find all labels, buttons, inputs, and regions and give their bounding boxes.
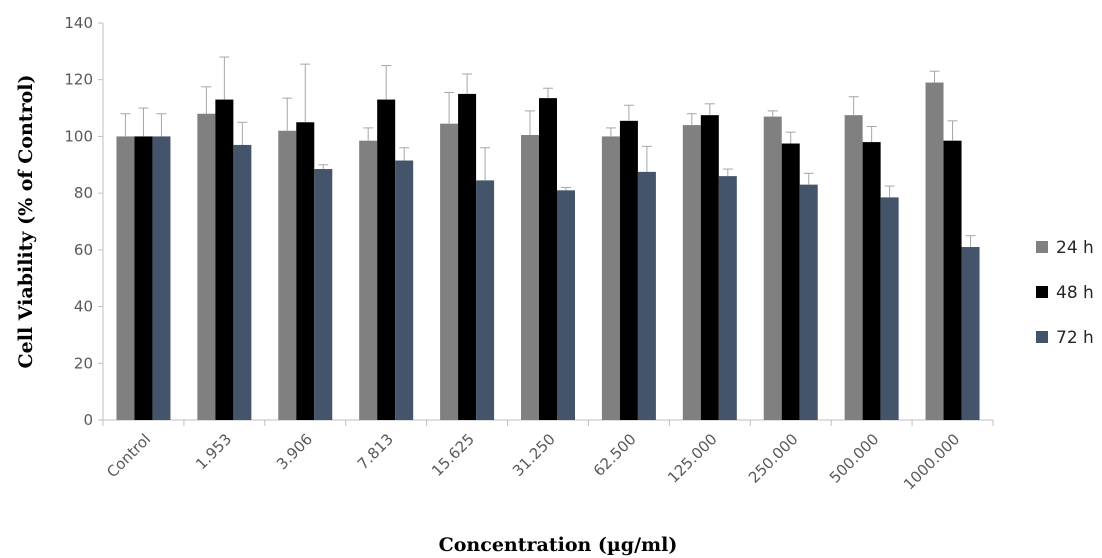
x-tick-label: 250.000 [745,430,802,487]
y-tick-label: 40 [74,298,93,316]
bar [377,99,396,421]
legend-swatch [1036,331,1048,343]
x-tick-label: Control [103,430,154,481]
bar [619,120,638,420]
bar [880,197,899,420]
x-tick-label: 1.953 [192,430,235,473]
bar [476,180,495,420]
y-tick-label: 60 [74,241,93,259]
bar [233,144,252,420]
bar [521,135,539,420]
bar [844,115,863,421]
bar [134,136,153,420]
bar [359,140,378,421]
bar [781,143,800,420]
y-tick-label: 20 [74,354,93,372]
y-tick-label: 100 [64,127,93,145]
x-tick-label: 7.813 [354,430,397,473]
bar [296,122,315,420]
bar [278,130,297,420]
x-tick-label: 125.000 [664,430,721,487]
bar [763,116,782,420]
x-tick-label: 500.000 [826,430,883,487]
legend-swatch [1036,241,1048,253]
y-tick-label: 0 [83,411,93,429]
bar [539,98,557,421]
y-tick-labels: 0 20 40 60 80 100 120 140 [64,14,93,429]
y-axis-title-group: Cell Viability (% of Control) [15,75,37,369]
legend: 24 h 48 h 72 h [1036,238,1094,348]
bar [799,184,818,420]
legend-label: 72 h [1056,328,1094,348]
legend-label: 24 h [1056,238,1094,258]
bar [601,136,620,420]
x-tick-label: 15.625 [428,430,478,480]
x-tick-label: 3.906 [273,430,316,473]
x-tick-label: 62.500 [590,430,640,480]
bar [116,136,135,420]
bar [440,123,459,421]
bar [557,190,575,420]
bar [862,142,881,420]
x-axis-title: Concentration (µg/ml) [439,534,678,556]
error-bars [120,56,976,248]
y-axis-title: Cell Viability (% of Control) [15,75,37,369]
y-tick-label: 80 [74,184,93,202]
bar [682,125,701,420]
bar [943,140,962,421]
x-tick-label: 31.250 [509,430,559,480]
bar [700,115,719,421]
bar [152,136,171,420]
x-tick-labels: Control 1.953 3.906 7.813 15.625 31.250 62.500… [103,430,963,493]
bar [395,160,414,420]
bar [925,82,944,421]
bar [215,99,234,421]
bar [961,247,980,420]
legend-swatch [1036,286,1048,298]
bar [458,93,477,421]
bar [718,176,737,420]
bars [116,82,980,421]
y-tick-label: 140 [64,14,93,32]
bar [197,113,216,420]
y-tick-label: 120 [64,71,93,89]
bar [637,171,656,420]
bar [314,169,333,420]
legend-label: 48 h [1056,283,1094,303]
x-tick-label: 1000.000 [900,430,963,493]
